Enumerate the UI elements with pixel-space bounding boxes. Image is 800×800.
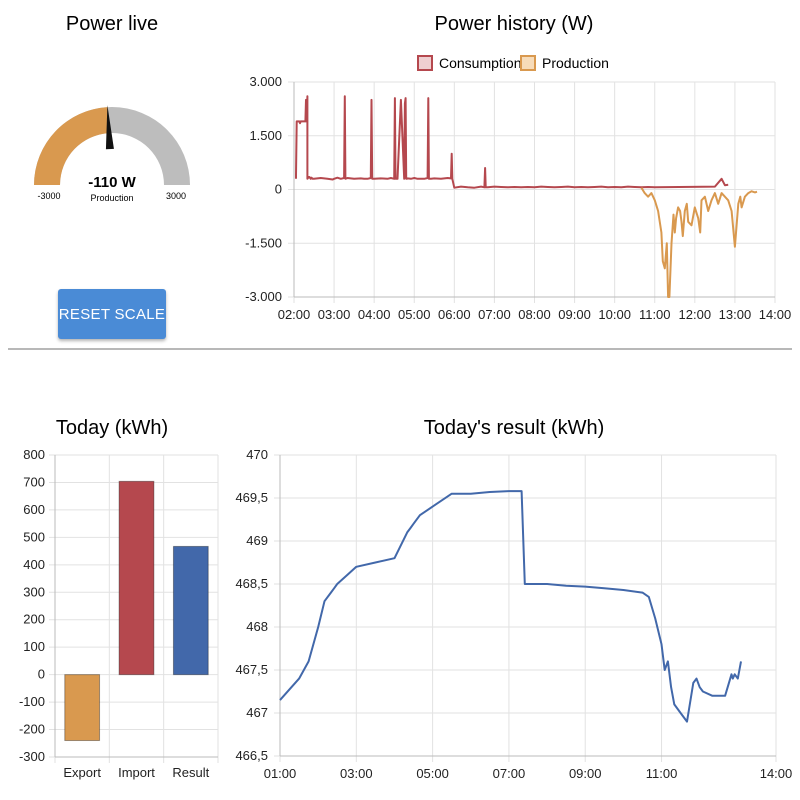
legend-swatch-consumption: [417, 55, 433, 71]
y-tick-label: 470: [246, 447, 268, 462]
y-tick-label: 469: [246, 533, 268, 548]
x-tick-label: 07:00: [478, 307, 511, 322]
x-tick-label: 10:00: [598, 307, 631, 322]
x-tick-label: 05:00: [416, 766, 449, 781]
power-history-legend: Consumption Production: [0, 55, 800, 73]
x-tick-label: 09:00: [569, 766, 602, 781]
x-tick-label: 05:00: [398, 307, 431, 322]
bar-export: [64, 674, 101, 742]
result-title: Today's result (kWh): [423, 417, 605, 439]
gauge-max-label: 3000: [166, 191, 186, 201]
legend-label-consumption: Consumption: [439, 55, 522, 71]
y-tick-label: 467: [246, 705, 268, 720]
gauge-min-label: -3000: [37, 191, 60, 201]
gauge-fill: [34, 107, 110, 185]
y-tick-label: 468: [246, 619, 268, 634]
y-tick-label: 466,5: [235, 748, 268, 763]
legend-production[interactable]: Production: [520, 55, 609, 71]
y-tick-label: 0: [38, 667, 45, 682]
power-history-title: Power history (W): [434, 13, 594, 35]
y-tick-label: 800: [23, 447, 45, 462]
y-tick-label: 469,5: [235, 490, 268, 505]
y-tick-label: 1.500: [249, 128, 282, 143]
y-tick-label: 468,5: [235, 576, 268, 591]
x-tick-label: 09:00: [558, 307, 591, 322]
gauge-sub-label: Production: [90, 193, 133, 203]
x-tick-label: 03:00: [340, 766, 373, 781]
y-tick-label: 0: [275, 182, 282, 197]
y-tick-label: -300: [19, 749, 45, 764]
y-tick-label: 100: [23, 639, 45, 654]
legend-label-production: Production: [542, 55, 609, 71]
today-title: Today (kWh): [55, 417, 169, 439]
y-tick-label: 500: [23, 529, 45, 544]
y-tick-label: 3.000: [249, 74, 282, 89]
y-tick-label: -3.000: [245, 289, 282, 304]
gauge-needle: [105, 105, 114, 150]
x-tick-label: 03:00: [318, 307, 351, 322]
power-gauge: -110 W Production -3000 3000: [34, 105, 190, 203]
x-tick-label: 11:00: [646, 766, 678, 781]
y-tick-label: -100: [19, 694, 45, 709]
category-label-result: Result: [172, 765, 209, 780]
x-tick-label: 14:00: [760, 766, 793, 781]
x-tick-label: 13:00: [719, 307, 752, 322]
x-tick-label: 14:00: [759, 307, 792, 322]
today-bar-chart: 800 700 600 500 400 300 200 100 0 -100 -200 -300 Exp…: [19, 447, 219, 780]
legend-consumption[interactable]: Consumption: [417, 55, 522, 71]
category-label-import: Import: [118, 765, 155, 780]
bar-result: [172, 545, 209, 676]
x-tick-label: 02:00: [278, 307, 311, 322]
x-tick-label: 04:00: [358, 307, 391, 322]
y-tick-label: -1.500: [245, 235, 282, 250]
y-tick-label: 200: [23, 612, 45, 627]
y-tick-label: 400: [23, 557, 45, 572]
y-tick-label: 600: [23, 502, 45, 517]
y-tick-label: 300: [23, 584, 45, 599]
section-divider: [8, 348, 792, 350]
x-tick-label: 01:00: [264, 766, 297, 781]
gauge-value: -110 W: [88, 174, 136, 191]
y-tick-label: 700: [23, 474, 45, 489]
category-label-export: Export: [63, 765, 101, 780]
x-tick-label: 08:00: [518, 307, 551, 322]
gauge-title: Power live: [65, 13, 159, 35]
x-tick-label: 11:00: [639, 307, 671, 322]
series-line-consumption: [295, 95, 729, 189]
legend-swatch-production: [520, 55, 536, 71]
power-history-chart: 02:00 03:00 04:00 05:00 06:00 07:00 08:00 09:00…: [245, 74, 792, 322]
y-tick-label: 467,5: [235, 662, 268, 677]
x-tick-label: 07:00: [493, 766, 526, 781]
series-line-production: [640, 187, 758, 298]
y-tick-label: -200: [19, 722, 45, 737]
x-tick-label: 12:00: [679, 307, 712, 322]
x-tick-label: 06:00: [438, 307, 471, 322]
bar-import: [118, 480, 155, 676]
series-line-result: [279, 490, 742, 723]
reset-scale-button[interactable]: RESET SCALE: [58, 289, 166, 339]
